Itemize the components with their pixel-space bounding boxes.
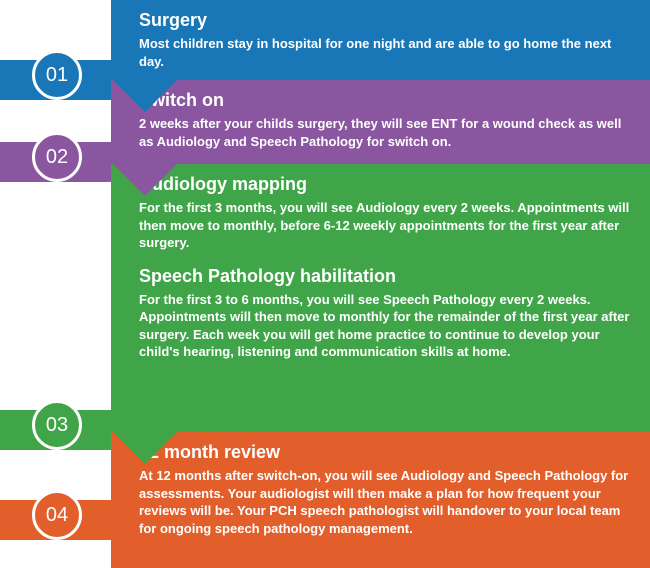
step-body: Most children stay in hospital for one n… <box>139 35 632 70</box>
step-body: 2 weeks after your childs surgery, they … <box>139 115 632 150</box>
step-chevron-01 <box>111 78 179 112</box>
step-chevron-02 <box>111 162 179 196</box>
step-number-03: 03 <box>32 400 82 450</box>
step-bar-03: Audiology mapping For the first 3 months,… <box>111 164 650 432</box>
step-title: Speech Pathology habilitation <box>139 266 632 287</box>
step-chevron-03 <box>111 430 179 464</box>
step-body: For the first 3 months, you will see Aud… <box>139 199 632 252</box>
step-title: Switch on <box>139 90 632 111</box>
step-body: For the first 3 to 6 months, you will se… <box>139 291 632 361</box>
step-body: At 12 months after switch-on, you will s… <box>139 467 632 537</box>
step-number-04: 04 <box>32 490 82 540</box>
step-title: Audiology mapping <box>139 174 632 195</box>
step-bar-02: Switch on 2 weeks after your childs surge… <box>111 80 650 164</box>
step-number-01: 01 <box>32 50 82 100</box>
step-title: Surgery <box>139 10 632 31</box>
step-number-02: 02 <box>32 132 82 182</box>
step-bar-01: Surgery Most children stay in hospital fo… <box>111 0 650 80</box>
step-bar-04: 12 month review At 12 months after switch… <box>111 432 650 568</box>
step-title: 12 month review <box>139 442 632 463</box>
process-diagram: Surgery Most children stay in hospital fo… <box>0 0 650 568</box>
